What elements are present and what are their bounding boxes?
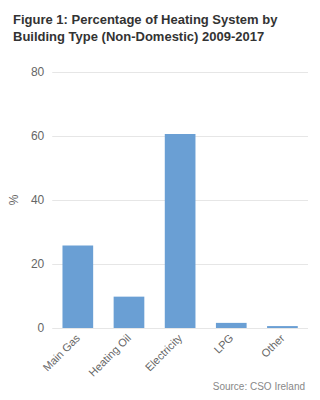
- svg-text:Main Gas: Main Gas: [40, 331, 82, 373]
- svg-text:Electricity: Electricity: [143, 331, 185, 373]
- svg-text:Source: CSO Ireland: Source: CSO Ireland: [213, 381, 305, 392]
- svg-text:40: 40: [31, 193, 45, 207]
- svg-text:0: 0: [38, 321, 45, 335]
- svg-text:LPG: LPG: [211, 332, 235, 356]
- svg-text:80: 80: [31, 65, 45, 79]
- svg-text:%: %: [7, 194, 21, 205]
- svg-text:60: 60: [31, 129, 45, 143]
- svg-text:Heating Oil: Heating Oil: [86, 332, 133, 379]
- svg-text:Figure 1: Percentage of Heatin: Figure 1: Percentage of Heating System b…: [13, 12, 281, 27]
- svg-text:Other: Other: [259, 332, 287, 360]
- svg-text:Building Type (Non-Domestic) 2: Building Type (Non-Domestic) 2009-2017: [13, 29, 264, 44]
- svg-text:20: 20: [31, 257, 45, 271]
